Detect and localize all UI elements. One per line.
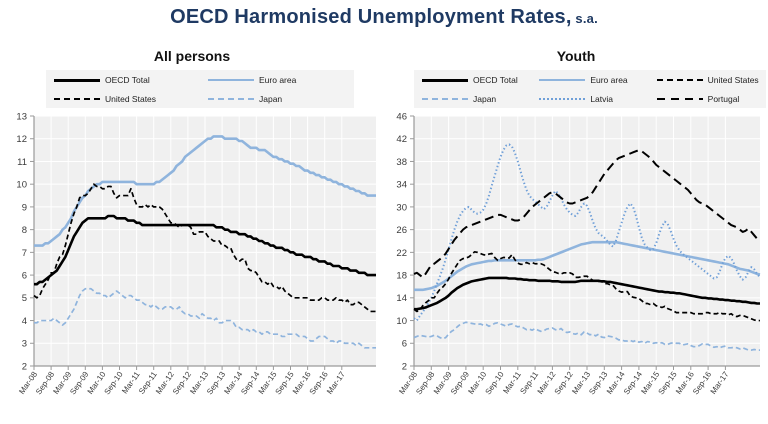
legend-label: OECD Total (105, 74, 150, 85)
legend-item-euro-area: Euro area (531, 75, 648, 85)
series-line-portugal (413, 149, 761, 279)
y-axis-tick-label: 12 (16, 134, 27, 145)
page-title-main: OECD Harmonised Unemployment Rates, (170, 6, 572, 28)
legend-label: Portugal (707, 93, 740, 104)
legend-item-oecd-total: OECD Total (414, 75, 531, 85)
legend-item-portugal: Portugal (649, 94, 766, 104)
y-axis-tick-label: 6 (22, 270, 27, 281)
y-axis-tick-label: 14 (396, 293, 407, 304)
series-line-united-states (413, 250, 760, 322)
legend-item-euro-area: Euro area (200, 75, 354, 85)
series-line-japan (413, 321, 760, 351)
legend-item-latvia: Latvia (531, 94, 648, 104)
y-axis-tick-label: 22 (396, 248, 407, 259)
y-axis-tick-label: 11 (17, 157, 27, 168)
chart-svg-youth: 2610141822263034384246Mar-08Sep-08Mar-09… (396, 111, 761, 396)
legend-item-japan: Japan (200, 94, 354, 104)
y-axis-tick-label: 2 (22, 361, 27, 372)
y-axis-tick-label: 46 (396, 111, 407, 122)
page-title: OECD Harmonised Unemployment Rates, s.a. (0, 6, 768, 29)
plot-area-youth: 2 6 10 14 18 22 26 30 34 38 42 46 Mar-08 Sep-08 Mar-09… (384, 110, 768, 424)
y-axis-tick-label: 26 (396, 225, 407, 236)
legend-item-oecd-total: OECD Total (46, 75, 200, 85)
series-line-japan (34, 287, 376, 349)
y-axis-tick-label: 10 (16, 180, 27, 191)
panel-title-youth: Youth (556, 48, 596, 64)
legend-item-japan: Japan (414, 94, 531, 104)
legend-label: OECD Total (473, 74, 518, 85)
y-axis-tick-label: 10 (396, 316, 407, 327)
legend-label: Japan (473, 93, 497, 104)
y-axis-tick-label: 34 (396, 180, 407, 191)
legend-label: Japan (259, 93, 283, 104)
legend-all-persons: OECD Total Euro area United States Japan (46, 70, 354, 108)
y-axis-tick-label: 18 (396, 270, 407, 281)
legend-item-united-states: United States (649, 75, 766, 85)
y-axis-tick-label: 6 (402, 339, 407, 350)
legend-label: Latvia (590, 93, 614, 104)
legend-item-united-states: United States (46, 94, 200, 104)
legend-label: United States (105, 93, 157, 104)
legend-label: Euro area (259, 74, 297, 85)
y-axis-tick-label: 30 (396, 202, 407, 213)
chart-panel-youth: Youth OECD Total Euro area United States Ja… (384, 44, 768, 424)
y-axis-tick-label: 5 (22, 293, 27, 304)
y-axis-tick-label: 13 (16, 111, 27, 122)
chart-panel-all-persons: All persons OECD Total Euro area United St… (0, 44, 384, 424)
y-axis-tick-label: 3 (22, 339, 27, 350)
legend-label: Euro area (590, 74, 628, 85)
panel-title-all-persons: All persons (153, 48, 231, 64)
series-line-oecd-total (414, 276, 760, 311)
legend-label: United States (707, 74, 759, 85)
series-line-euro-area (414, 240, 761, 292)
x-axis-tick-label: Mar-17 (325, 370, 347, 396)
x-axis-tick-label: Mar-17 (709, 370, 731, 396)
y-axis-tick-label: 8 (22, 225, 27, 236)
series-line-oecd-total (34, 214, 376, 286)
chart-svg-all-persons: 2345678910111213Mar-08Sep-08Mar-09Sep-09… (16, 111, 376, 396)
y-axis-tick-label: 42 (396, 134, 407, 145)
y-axis-tick-label: 2 (402, 361, 407, 372)
y-axis-tick-label: 7 (22, 248, 27, 259)
y-axis-tick-label: 38 (396, 157, 407, 168)
series-line-united-states (33, 183, 376, 313)
page-title-suffix: s.a. (571, 11, 598, 26)
y-axis-tick-label: 9 (22, 202, 27, 213)
series-line-latvia (413, 143, 761, 322)
plot-area-all-persons: 2 3 4 5 6 7 8 9 10 11 12 13 Mar-08 Sep-08 Mar-09 Sep-09… (0, 110, 384, 424)
y-axis-tick-label: 4 (22, 316, 27, 327)
legend-youth: OECD Total Euro area United States Japan Lat… (414, 70, 766, 108)
